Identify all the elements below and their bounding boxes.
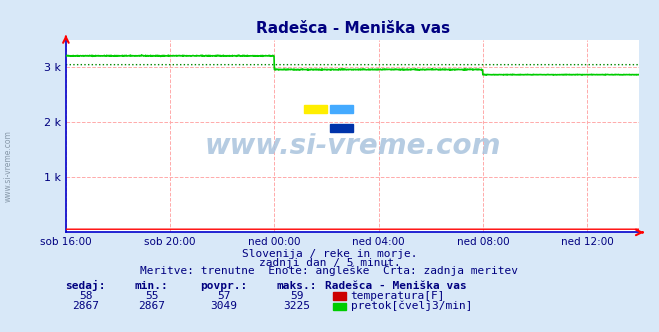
- FancyBboxPatch shape: [304, 105, 327, 113]
- FancyBboxPatch shape: [330, 105, 353, 113]
- Text: min.:: min.:: [134, 281, 169, 291]
- Text: 2867: 2867: [138, 301, 165, 311]
- Text: 3225: 3225: [283, 301, 310, 311]
- Text: Radešca - Meniška vas: Radešca - Meniška vas: [324, 281, 467, 291]
- Text: 3049: 3049: [211, 301, 237, 311]
- Title: Radešca - Meniška vas: Radešca - Meniška vas: [256, 21, 449, 36]
- Text: 57: 57: [217, 291, 231, 301]
- Text: www.si-vreme.com: www.si-vreme.com: [3, 130, 13, 202]
- Text: 58: 58: [79, 291, 92, 301]
- Text: Meritve: trenutne  Enote: angleške  Črta: zadnja meritev: Meritve: trenutne Enote: angleške Črta: …: [140, 264, 519, 276]
- FancyBboxPatch shape: [330, 124, 353, 132]
- Text: Slovenija / reke in morje.: Slovenija / reke in morje.: [242, 249, 417, 259]
- Text: temperatura[F]: temperatura[F]: [351, 291, 445, 301]
- Text: maks.:: maks.:: [276, 281, 317, 291]
- Text: 59: 59: [290, 291, 303, 301]
- Text: 2867: 2867: [72, 301, 99, 311]
- Text: 55: 55: [145, 291, 158, 301]
- Text: zadnji dan / 5 minut.: zadnji dan / 5 minut.: [258, 258, 401, 268]
- Text: www.si-vreme.com: www.si-vreme.com: [204, 132, 501, 160]
- Text: pretok[čvelj3/min]: pretok[čvelj3/min]: [351, 301, 472, 311]
- Text: povpr.:: povpr.:: [200, 281, 248, 291]
- Text: sedaj:: sedaj:: [65, 280, 106, 291]
- FancyBboxPatch shape: [304, 124, 327, 132]
